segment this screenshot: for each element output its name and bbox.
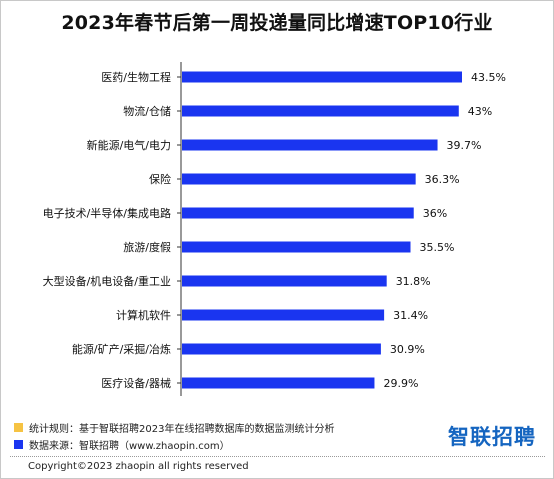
data-source-note: 数据来源：智联招聘（www.zhaopin.com） xyxy=(14,437,230,452)
bar xyxy=(182,343,381,355)
category-label: 保险 xyxy=(149,172,171,186)
category-label: 旅游/度假 xyxy=(123,240,171,254)
statistics-rule-note: 统计规则：基于智联招聘2023年在线招聘数据库的数据监测统计分析 xyxy=(14,420,334,435)
bar xyxy=(182,207,414,219)
category-label: 电子技术/半导体/集成电路 xyxy=(43,206,171,220)
value-label: 30.9% xyxy=(390,343,425,356)
copyright-text: Copyright©2023 zhaopin all rights reserv… xyxy=(28,461,249,472)
footer-divider xyxy=(10,456,545,457)
value-label: 29.9% xyxy=(383,377,418,390)
statistics-rule-text: 统计规则：基于智联招聘2023年在线招聘数据库的数据监测统计分析 xyxy=(29,424,335,435)
bar xyxy=(182,105,459,117)
chart-title: 2023年春节后第一周投递量同比增速TOP10行业 xyxy=(61,12,493,34)
value-label: 31.4% xyxy=(393,309,428,322)
value-label: 35.5% xyxy=(420,241,455,254)
value-label: 43% xyxy=(468,105,492,118)
value-label: 39.7% xyxy=(447,139,482,152)
bar xyxy=(182,241,411,253)
zhaopin-logo: 智联招聘 xyxy=(448,425,536,449)
source-swatch xyxy=(14,440,23,449)
category-label: 物流/仓储 xyxy=(123,104,171,118)
bar xyxy=(182,173,416,185)
category-label: 新能源/电气/电力 xyxy=(87,138,171,152)
category-label: 医药/生物工程 xyxy=(101,70,171,84)
bar xyxy=(182,309,385,321)
bar xyxy=(182,275,387,287)
bar xyxy=(182,139,438,151)
category-label: 医疗设备/器械 xyxy=(101,376,171,390)
value-label: 43.5% xyxy=(471,71,506,84)
category-label: 计算机软件 xyxy=(116,308,171,322)
data-source-text: 数据来源：智联招聘（www.zhaopin.com） xyxy=(29,441,230,452)
value-label: 36.3% xyxy=(425,173,460,186)
value-label: 36% xyxy=(423,207,447,220)
bar xyxy=(182,71,462,83)
bar xyxy=(182,377,375,389)
category-label: 能源/矿产/采掘/冶炼 xyxy=(72,342,171,356)
bar-chart: 医药/生物工程 43.5% 物流/仓储 43% 新能源/电气/电力 39.7% 保险 36.3… xyxy=(43,62,506,396)
rule-swatch xyxy=(14,423,23,432)
value-label: 31.8% xyxy=(396,275,431,288)
category-label: 大型设备/机电设备/重工业 xyxy=(43,274,171,288)
